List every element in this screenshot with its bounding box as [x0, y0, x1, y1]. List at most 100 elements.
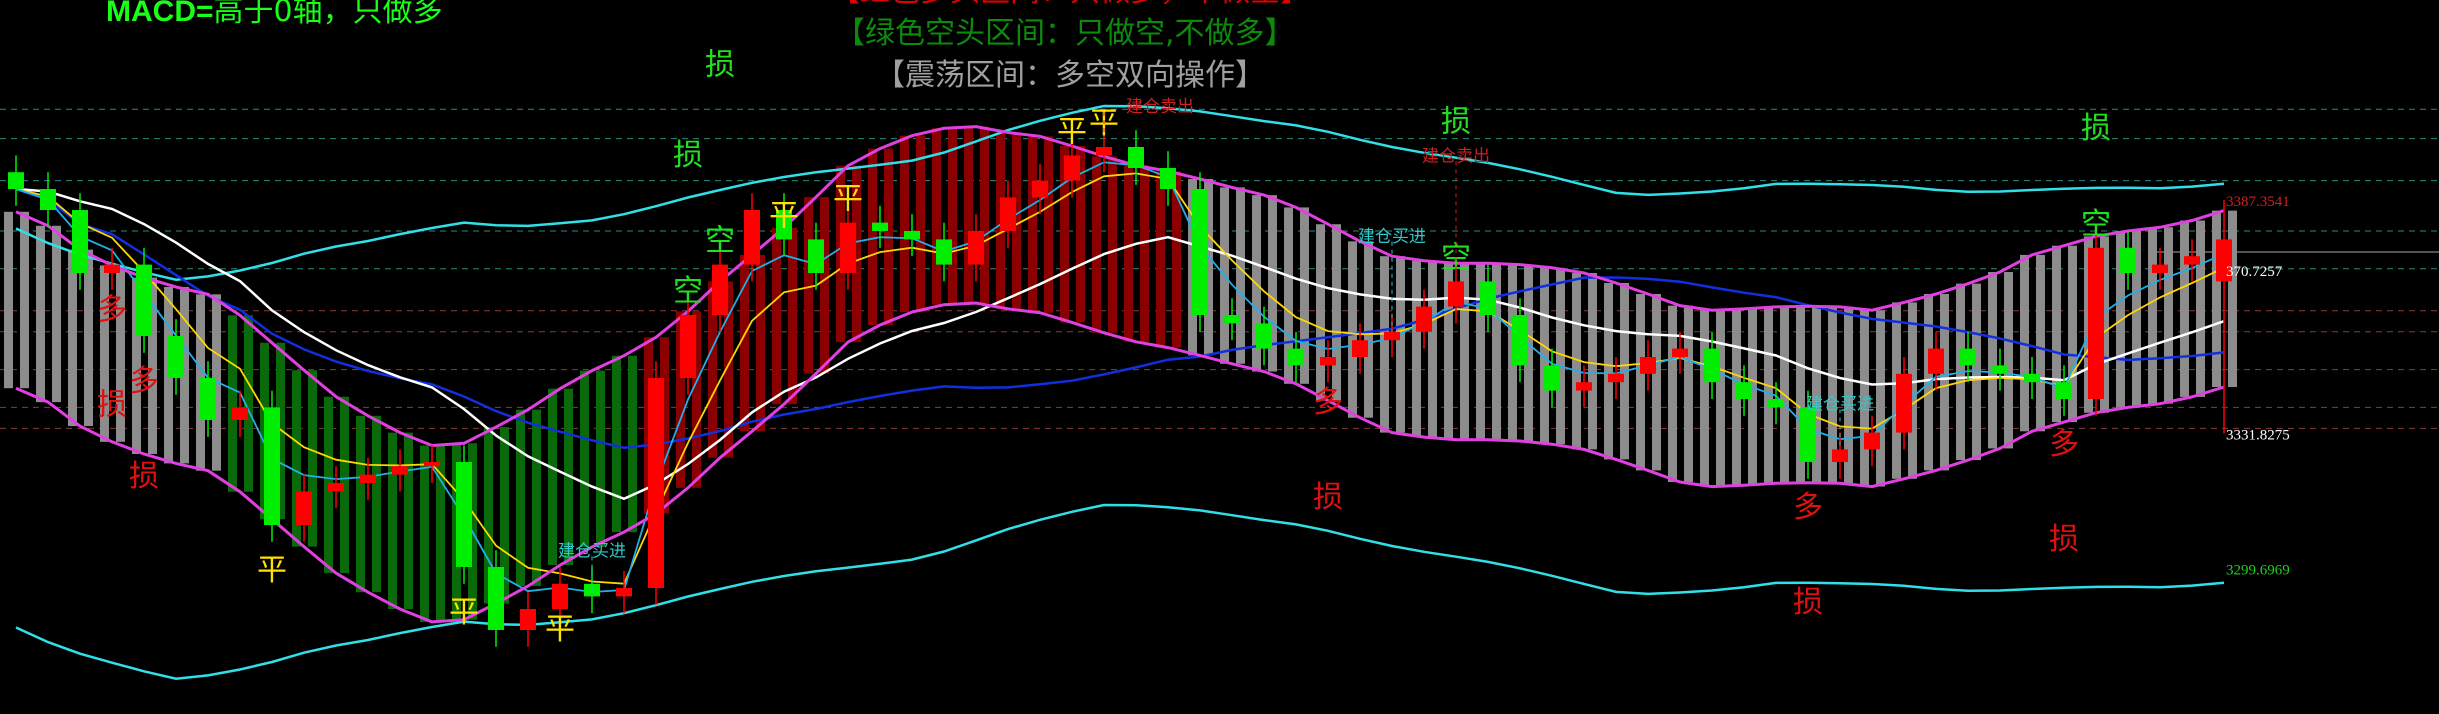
- histogram-bar: [1044, 136, 1053, 313]
- candle-body: [264, 407, 280, 525]
- histogram-bar: [500, 427, 509, 604]
- candle-body: [40, 189, 56, 210]
- histogram-bar: [20, 211, 29, 389]
- candle-body: [2088, 247, 2104, 399]
- candle-body: [1768, 399, 1784, 408]
- signal-label: 平: [257, 553, 287, 588]
- histogram-bar: [1748, 308, 1757, 486]
- trade-note-label: 建仓卖出: [1422, 146, 1490, 166]
- trade-note-label: 建仓买进: [558, 541, 626, 561]
- candle-body: [72, 210, 88, 273]
- candle: [2088, 231, 2104, 416]
- signal-label: 多: [1313, 385, 1343, 420]
- candle-body: [712, 264, 728, 315]
- candle: [904, 214, 920, 257]
- histogram-bar: [2100, 236, 2109, 413]
- histogram-bar: [2004, 272, 2013, 449]
- candle: [1576, 365, 1592, 408]
- histogram-bar: [676, 311, 685, 488]
- candle-body: [200, 378, 216, 420]
- candle: [936, 222, 952, 282]
- signal-label: 平: [769, 198, 799, 233]
- candle-body: [2184, 256, 2200, 265]
- histogram-bar: [1604, 283, 1613, 460]
- histogram-bar: [2212, 210, 2221, 387]
- candle-body: [2024, 373, 2040, 383]
- histogram-bar: [1396, 256, 1405, 433]
- candle-body: [296, 491, 312, 525]
- candle-body: [904, 231, 920, 240]
- histogram-bar: [1028, 136, 1037, 313]
- candle: [1544, 348, 1560, 408]
- histogram-bar: [628, 355, 637, 533]
- candle-body: [2056, 382, 2072, 399]
- histogram-bar: [4, 211, 13, 389]
- candle-body: [744, 210, 760, 265]
- trade-note-label: 建仓买进: [1806, 394, 1874, 414]
- histogram-bar: [980, 126, 989, 304]
- histogram-bar: [1204, 178, 1213, 356]
- histogram-bar: [2196, 220, 2205, 397]
- candle-body: [392, 466, 408, 475]
- upper-band: [15, 125, 2225, 448]
- histogram-bar: [948, 128, 957, 305]
- histogram-bar: [2132, 231, 2141, 408]
- histogram-bar: [708, 281, 717, 458]
- histogram-bar: [820, 197, 829, 374]
- signal-label: 平: [833, 182, 863, 217]
- histogram-bar: [1236, 187, 1245, 364]
- histogram-bar: [756, 254, 765, 432]
- histogram-bar: [68, 249, 77, 427]
- histogram-bar: [1428, 260, 1437, 438]
- histogram-bar: [1844, 306, 1853, 484]
- candle-body: [1352, 340, 1368, 357]
- signal-label: 损: [1793, 585, 1823, 620]
- macd-note-prefix: MACD=: [106, 0, 214, 28]
- candle: [104, 247, 120, 290]
- candle: [968, 214, 984, 282]
- macd-note-text: 高于0轴，只做多: [213, 0, 443, 29]
- histogram-bar: [132, 277, 141, 454]
- candle-body: [520, 609, 536, 630]
- signal-label: 损: [673, 138, 703, 173]
- candle-body: [2120, 247, 2136, 273]
- candle-body: [1384, 331, 1400, 341]
- candle-body: [456, 462, 472, 567]
- price-label: 3331.8275: [2226, 427, 2290, 443]
- candle-body: [872, 222, 888, 231]
- candle-body: [1320, 357, 1336, 366]
- histogram-bar: [372, 415, 381, 593]
- candle: [744, 193, 760, 282]
- candle-body: [968, 231, 984, 265]
- candle-body: [1800, 407, 1816, 462]
- histogram-bar: [1540, 267, 1549, 445]
- candle: [1064, 138, 1080, 198]
- price-label: 3299.6969: [2226, 562, 2290, 578]
- candle-body: [680, 315, 696, 378]
- histogram-bar: [1460, 263, 1469, 440]
- histogram-bar: [276, 342, 285, 520]
- histogram-bar: [1492, 263, 1501, 440]
- outer-lower-band: [15, 503, 2225, 680]
- histogram-bar: [484, 427, 493, 604]
- histogram-bar: [532, 409, 541, 587]
- histogram-bar: [356, 415, 365, 593]
- candle: [1480, 264, 1496, 332]
- histogram-bar: [292, 370, 301, 547]
- candle: [1832, 432, 1848, 479]
- histogram-bar: [1572, 273, 1581, 450]
- candle-body: [232, 407, 248, 420]
- histogram-bar: [1156, 171, 1165, 348]
- histogram-bar: [1652, 294, 1661, 471]
- candle-body: [1224, 315, 1240, 324]
- histogram-bar: [436, 445, 445, 622]
- candle-body: [328, 483, 344, 492]
- histogram-bar: [660, 337, 669, 514]
- histogram-bar: [420, 445, 429, 622]
- candle: [616, 571, 632, 614]
- candle-body: [1064, 155, 1080, 181]
- histogram-bar: [1140, 165, 1149, 342]
- trade-note-label: 建仓买进: [1358, 227, 1426, 247]
- histogram-bar: [964, 126, 973, 304]
